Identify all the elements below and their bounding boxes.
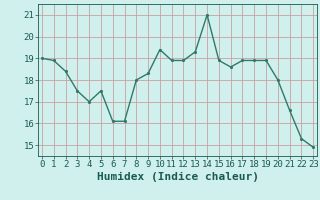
X-axis label: Humidex (Indice chaleur): Humidex (Indice chaleur) <box>97 172 259 182</box>
